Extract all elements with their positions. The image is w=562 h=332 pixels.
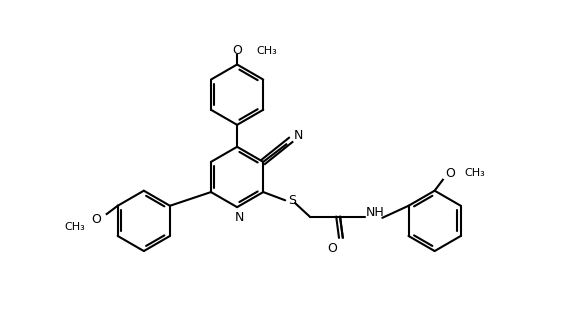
Text: O: O	[327, 242, 337, 255]
Text: CH₃: CH₃	[256, 46, 277, 56]
Text: S: S	[288, 194, 296, 207]
Text: NH: NH	[365, 206, 384, 219]
Text: N: N	[294, 129, 303, 142]
Text: N: N	[235, 210, 244, 223]
Text: CH₃: CH₃	[64, 222, 85, 232]
Text: O: O	[92, 213, 101, 226]
Text: CH₃: CH₃	[465, 168, 486, 178]
Text: O: O	[445, 167, 455, 180]
Text: O: O	[232, 44, 242, 57]
